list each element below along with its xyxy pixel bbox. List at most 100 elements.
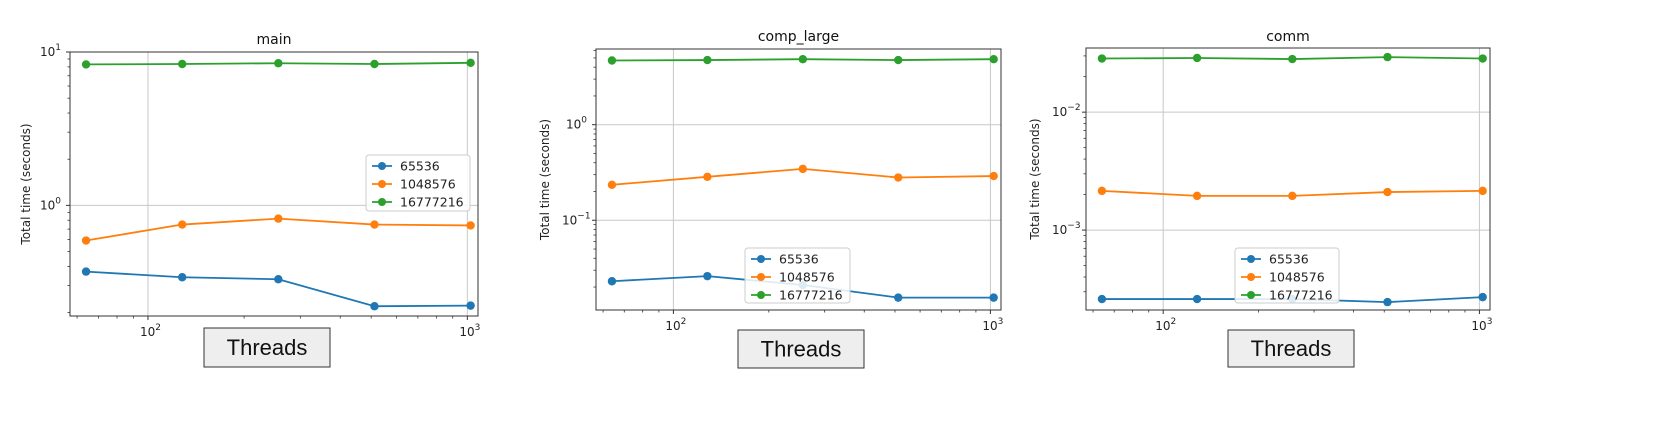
grid [1086, 48, 1490, 310]
legend-marker [1247, 273, 1255, 281]
legend-marker [378, 162, 386, 170]
series-1048576 [607, 164, 998, 190]
data-point [607, 56, 617, 65]
chart-title: comm [1266, 29, 1310, 45]
series-1048576 [81, 214, 475, 245]
legend-label: 65536 [400, 159, 440, 174]
data-point [1288, 54, 1297, 64]
data-point [1288, 191, 1297, 201]
x-tick-label: 102 [140, 323, 161, 339]
data-point [81, 236, 91, 245]
y-axis-label: Total time (seconds) [19, 123, 33, 245]
data-point [989, 54, 998, 64]
data-point [1383, 187, 1392, 197]
data-point [81, 267, 91, 276]
y-axis-label: Total time (seconds) [538, 119, 552, 241]
legend-box [1234, 247, 1340, 304]
x-axis-label-box: Threads [1227, 329, 1355, 368]
data-point [798, 164, 808, 174]
data-point [1478, 54, 1487, 63]
legend-marker [1247, 291, 1255, 299]
data-point [1192, 294, 1202, 304]
y-tick-label: 10−2 [1052, 103, 1081, 119]
data-point [1097, 186, 1107, 196]
legend-marker [757, 273, 765, 281]
data-point [370, 302, 379, 311]
data-point [466, 301, 475, 310]
data-point [466, 221, 475, 230]
y-tick-label: 101 [40, 43, 61, 59]
legend-box [744, 247, 851, 304]
legend: 65536 1048576 16777216 [1234, 247, 1340, 304]
legend-label: 16777216 [1269, 288, 1333, 303]
data-point [370, 59, 379, 69]
data-point [274, 214, 283, 223]
y-tick-label: 10−1 [562, 211, 591, 227]
x-tick-label: 102 [1155, 317, 1176, 333]
legend-item: 16777216 [751, 288, 843, 303]
x-axis-label-box: Threads [737, 329, 865, 369]
x-axis-label-frame [203, 327, 331, 368]
legend-item: 1048576 [1241, 270, 1325, 285]
data-point [703, 271, 712, 281]
plot-frame [1085, 47, 1491, 311]
data-point [607, 277, 617, 286]
x-axis-label-frame [737, 329, 865, 369]
legend: 65536 1048576 16777216 [365, 154, 471, 212]
data-point [894, 55, 903, 65]
chart-title: comp_large [758, 29, 839, 45]
data-point [81, 60, 91, 69]
x-tick-label: 103 [982, 317, 1003, 333]
chart-panel-1: 102 103 10−1 100 comp_large Total time (secon… [538, 29, 1003, 369]
data-point [607, 180, 617, 190]
series-16777216 [1097, 52, 1487, 64]
series-16777216 [607, 54, 998, 65]
data-point [1383, 297, 1392, 307]
legend-item: 65536 [1241, 252, 1309, 267]
data-point [466, 58, 475, 68]
data-point [1097, 54, 1107, 63]
legend-item: 65536 [751, 252, 819, 267]
data-point [178, 59, 187, 69]
chart-panel-0: 102 103 100 101 main Total time (seconds) 6553… [19, 32, 480, 368]
x-axis-label: Threads [761, 337, 842, 362]
x-tick-label: 102 [665, 317, 686, 333]
data-point [370, 220, 379, 229]
legend-item: 16777216 [1241, 288, 1333, 303]
data-point [894, 173, 903, 182]
data-point [798, 54, 808, 64]
plot-frame [69, 51, 479, 317]
legend-item: 1048576 [372, 177, 456, 192]
x-axis-label-box: Threads [203, 327, 331, 368]
legend-label: 1048576 [1269, 270, 1325, 285]
data-point [274, 59, 283, 68]
x-axis-label-frame [1227, 329, 1355, 368]
series-1048576 [1097, 186, 1487, 201]
y-axis-label: Total time (seconds) [1028, 118, 1042, 240]
data-point [1097, 294, 1107, 304]
legend-label: 65536 [1269, 252, 1309, 267]
legend-marker [757, 291, 765, 299]
y-tick-label: 10−3 [1052, 221, 1081, 237]
legend-item: 16777216 [372, 195, 464, 210]
legend-label: 1048576 [779, 270, 835, 285]
data-point [703, 55, 712, 65]
x-tick-label: 103 [459, 323, 480, 339]
legend-marker [378, 180, 386, 188]
grid [596, 49, 1001, 310]
x-axis-label: Threads [1251, 336, 1332, 361]
data-point [178, 273, 187, 282]
legend-marker [378, 198, 386, 206]
legend-marker [1247, 255, 1255, 263]
chart-panel-2: 102 103 10−3 10−2 comm Total time (seconds) 65… [1028, 29, 1492, 368]
legend-label: 16777216 [400, 195, 464, 210]
data-point [1192, 53, 1202, 63]
legend-label: 65536 [779, 252, 819, 267]
data-point [894, 293, 903, 302]
data-point [1478, 186, 1487, 196]
data-point [178, 220, 187, 229]
x-tick-label: 103 [1471, 317, 1492, 333]
data-point [989, 293, 998, 302]
legend: 65536 1048576 16777216 [744, 247, 851, 304]
